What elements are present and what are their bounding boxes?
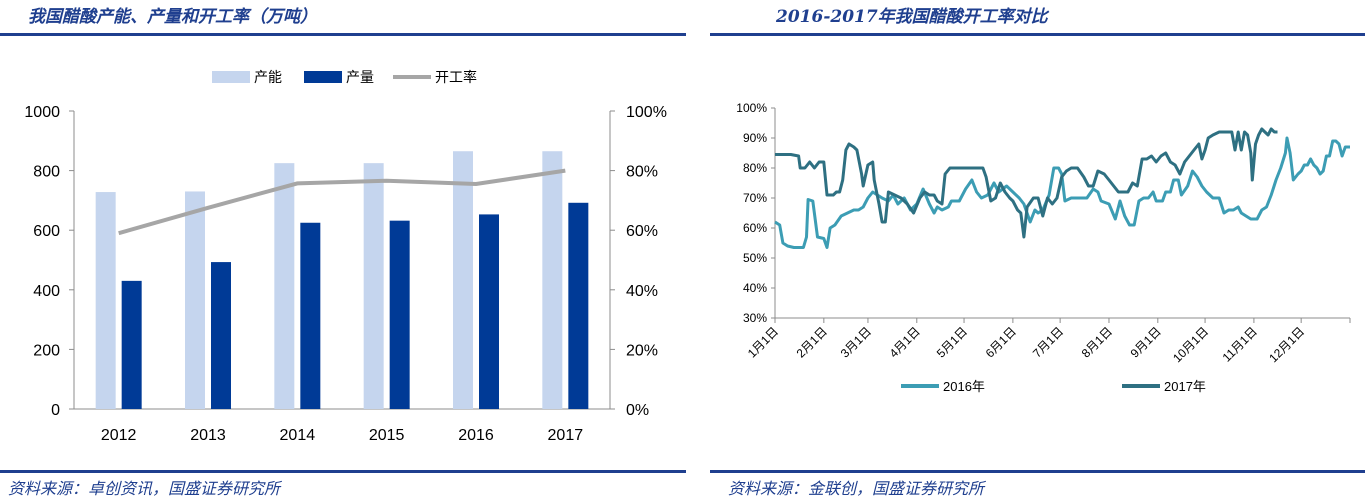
series-line-1: [775, 127, 1278, 239]
capacity-bar: [274, 163, 295, 409]
output-bar: [211, 262, 231, 409]
left-legend: 产能 产量 开工率: [212, 69, 477, 85]
series-line-0: [774, 136, 1350, 249]
x-tick-label: 2012: [101, 427, 137, 444]
x-tick-label: 2017: [548, 427, 584, 444]
capacity-bar: [185, 191, 205, 409]
x-tick-label: 6月1日: [983, 324, 1019, 360]
right-source-note: 资料来源：金联创，国盛证券研究所: [728, 479, 985, 498]
x-tick-label: 12月1日: [1266, 324, 1307, 365]
x-tick-label: 5月1日: [934, 324, 970, 360]
capacity-bar: [95, 192, 116, 409]
x-tick-label: 2016: [458, 427, 494, 444]
y-tick-label: 70%: [743, 191, 767, 205]
left-chart-title: 我国醋酸产能、产量和开工率（万吨）: [28, 7, 317, 27]
left-y-tick-label: 200: [33, 342, 60, 359]
left-y-tick-label: 400: [33, 283, 60, 300]
right-source-rule: [710, 470, 1365, 473]
left-axes: 0 200 400 600 800 1000 0% 20% 40% 60% 80% 100% 2012 2…: [24, 104, 667, 444]
y-tick-label: 80%: [743, 161, 767, 175]
right-y-tick-label: 60%: [626, 223, 658, 240]
capacity-bar: [453, 151, 473, 410]
y-tick-label: 90%: [743, 131, 767, 145]
right-legend: 2016年 2017年: [901, 379, 1206, 394]
output-bar: [300, 222, 321, 409]
legend-label: 2017年: [1164, 379, 1206, 394]
x-tick-label: 11月1日: [1220, 324, 1260, 364]
right-y-tick-label: 40%: [626, 283, 658, 300]
y-tick-label: 40%: [743, 281, 767, 295]
rate-line: [118, 168, 566, 236]
legend-label: 开工率: [435, 69, 477, 85]
x-tick-label: 2015: [369, 427, 405, 444]
x-tick-label: 9月1日: [1128, 324, 1164, 360]
y-tick-label: 50%: [743, 251, 767, 265]
x-tick-label: 7月1日: [1030, 324, 1066, 360]
left-title-rule: [0, 33, 686, 36]
output-bar: [479, 214, 499, 409]
left-y-tick-label: 0: [51, 402, 60, 419]
x-tick-label: 2月1日: [794, 324, 830, 360]
output-bar: [121, 280, 142, 409]
right-title-rule: [710, 33, 1365, 36]
legend-swatch: [212, 71, 250, 83]
x-tick-label: 1月1日: [745, 324, 781, 360]
x-tick-label: 3月1日: [838, 324, 874, 360]
x-tick-label: 2014: [280, 427, 316, 444]
output-bar: [389, 220, 410, 409]
x-tick-label: 8月1日: [1079, 324, 1115, 360]
right-y-tick-label: 20%: [626, 342, 658, 359]
right-chart-title: 2016-2017年我国醋酸开工率对比: [776, 7, 1048, 27]
left-rate-line: [118, 168, 566, 236]
left-source-rule: [0, 470, 686, 473]
capacity-bar: [363, 163, 384, 409]
x-tick-label: 10月1日: [1170, 324, 1211, 365]
legend-label: 2016年: [943, 379, 985, 394]
right-y-tick-label: 100%: [626, 104, 667, 121]
left-source-note: 资料来源：卓创资讯，国盛证券研究所: [8, 479, 281, 498]
legend-label: 产能: [254, 69, 282, 85]
output-bar: [568, 202, 589, 409]
left-y-tick-label: 800: [33, 164, 60, 181]
left-bars: [95, 151, 589, 410]
x-tick-label: 2013: [190, 427, 226, 444]
x-tick-label: 4月1日: [887, 324, 923, 360]
right-y-tick-label: 80%: [626, 164, 658, 181]
y-tick-label: 100%: [736, 101, 767, 115]
legend-label: 产量: [346, 69, 374, 85]
y-tick-label: 30%: [743, 311, 767, 325]
left-y-tick-label: 600: [33, 223, 60, 240]
capacity-output-chart: 0 200 400 600 800 1000 0% 20% 40% 60% 80% 100% 2012 2…: [24, 69, 667, 444]
legend-swatch: [304, 71, 342, 83]
capacity-bar: [542, 151, 563, 410]
right-lines: [774, 127, 1350, 249]
right-y-tick-label: 0%: [626, 402, 649, 419]
left-y-tick-label: 1000: [24, 104, 60, 121]
y-tick-label: 60%: [743, 221, 767, 235]
utilization-comparison-chart: 30% 40% 50% 60% 70% 80% 90% 100% 1月1日 2月1日 3月1日 4月1…: [736, 101, 1351, 394]
